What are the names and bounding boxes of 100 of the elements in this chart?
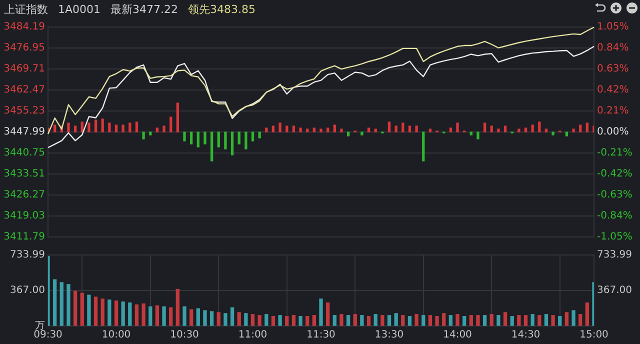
bar — [265, 128, 268, 132]
bar — [394, 313, 398, 326]
bar — [531, 124, 534, 132]
bar — [224, 132, 227, 150]
bar — [565, 132, 568, 136]
bar — [476, 315, 480, 326]
bar — [586, 122, 589, 132]
bar — [224, 313, 228, 326]
bar — [320, 128, 322, 132]
x-tick-label: 10:30 — [170, 330, 199, 341]
bar — [422, 315, 426, 326]
bar — [448, 315, 453, 326]
bar — [585, 302, 590, 326]
x-tick-label: 15:00 — [580, 330, 608, 341]
bar — [456, 122, 459, 132]
bar — [196, 308, 200, 326]
bar — [552, 132, 554, 136]
bar — [422, 132, 425, 162]
y-tick-label: 3455.23 — [4, 106, 45, 117]
y-tick-label: 3484.19 — [4, 22, 45, 33]
text: 1A0001 — [58, 2, 101, 16]
bar — [244, 313, 248, 326]
y-tick-label: 3411.79 — [4, 232, 45, 243]
bar — [108, 300, 112, 326]
bar — [182, 306, 186, 326]
y2-tick-label: 0.42% — [597, 84, 629, 96]
bar — [142, 132, 145, 140]
bar — [60, 282, 64, 326]
bar — [278, 122, 282, 132]
bar — [306, 128, 309, 132]
bar — [326, 302, 330, 326]
bar — [530, 314, 534, 326]
y-tick-label: 3469.71 — [4, 64, 45, 75]
bar — [230, 132, 234, 156]
bar — [456, 314, 460, 326]
bar — [572, 128, 575, 132]
text: 最新3477.22 — [110, 2, 178, 16]
y2-tick-label: -0.21% — [597, 148, 632, 159]
bar — [366, 316, 371, 326]
bar — [244, 132, 248, 150]
bar — [470, 132, 472, 136]
bar — [408, 316, 412, 326]
bar — [360, 315, 364, 326]
bar — [128, 302, 132, 326]
bar — [216, 312, 220, 326]
y2-tick-label: 1.05% — [597, 22, 629, 33]
bar — [490, 126, 493, 132]
bar — [558, 316, 562, 326]
bar — [415, 126, 418, 132]
y-tick-label: 3426.27 — [4, 190, 45, 201]
bar — [285, 316, 289, 326]
bar — [286, 126, 288, 132]
bar — [401, 315, 405, 326]
bar — [333, 124, 336, 132]
x-tick-label: 14:00 — [443, 330, 472, 341]
bar — [94, 296, 98, 326]
text: 领先3483.85 — [188, 2, 256, 16]
bar — [155, 305, 160, 326]
bar — [504, 126, 507, 132]
bar — [319, 298, 323, 326]
bar — [353, 314, 357, 326]
bar — [374, 128, 377, 132]
bar — [374, 314, 378, 326]
bar — [87, 294, 91, 326]
bar — [292, 126, 296, 132]
bar — [251, 132, 254, 142]
bar — [53, 124, 56, 132]
bar — [73, 290, 78, 326]
bar — [449, 128, 452, 132]
bar — [196, 132, 200, 148]
y2-tick-label: -1.05% — [597, 232, 632, 243]
bar — [114, 124, 118, 132]
bar — [135, 122, 138, 132]
y2-tick-label: -0.84% — [597, 210, 632, 222]
bar — [312, 315, 316, 326]
bar — [134, 304, 139, 326]
bar — [169, 307, 173, 326]
bar — [162, 306, 166, 326]
bar — [428, 315, 432, 326]
y2-tick-label: 367.00 — [597, 285, 632, 296]
bar — [469, 315, 473, 326]
bar — [340, 128, 343, 132]
bar — [217, 132, 220, 148]
bar — [360, 132, 364, 136]
bar — [435, 316, 439, 326]
bar — [176, 102, 180, 132]
y2-tick-label: 0.84% — [597, 42, 629, 54]
bar — [414, 314, 418, 326]
bar — [490, 314, 494, 326]
bar — [258, 132, 261, 138]
bar — [428, 128, 432, 132]
bar — [149, 132, 152, 136]
bar — [518, 128, 520, 132]
bar — [238, 132, 240, 144]
bar — [346, 132, 350, 136]
bar — [312, 128, 316, 132]
bar — [183, 132, 186, 142]
bar — [272, 126, 275, 132]
bar — [442, 313, 446, 326]
bar — [503, 312, 508, 326]
